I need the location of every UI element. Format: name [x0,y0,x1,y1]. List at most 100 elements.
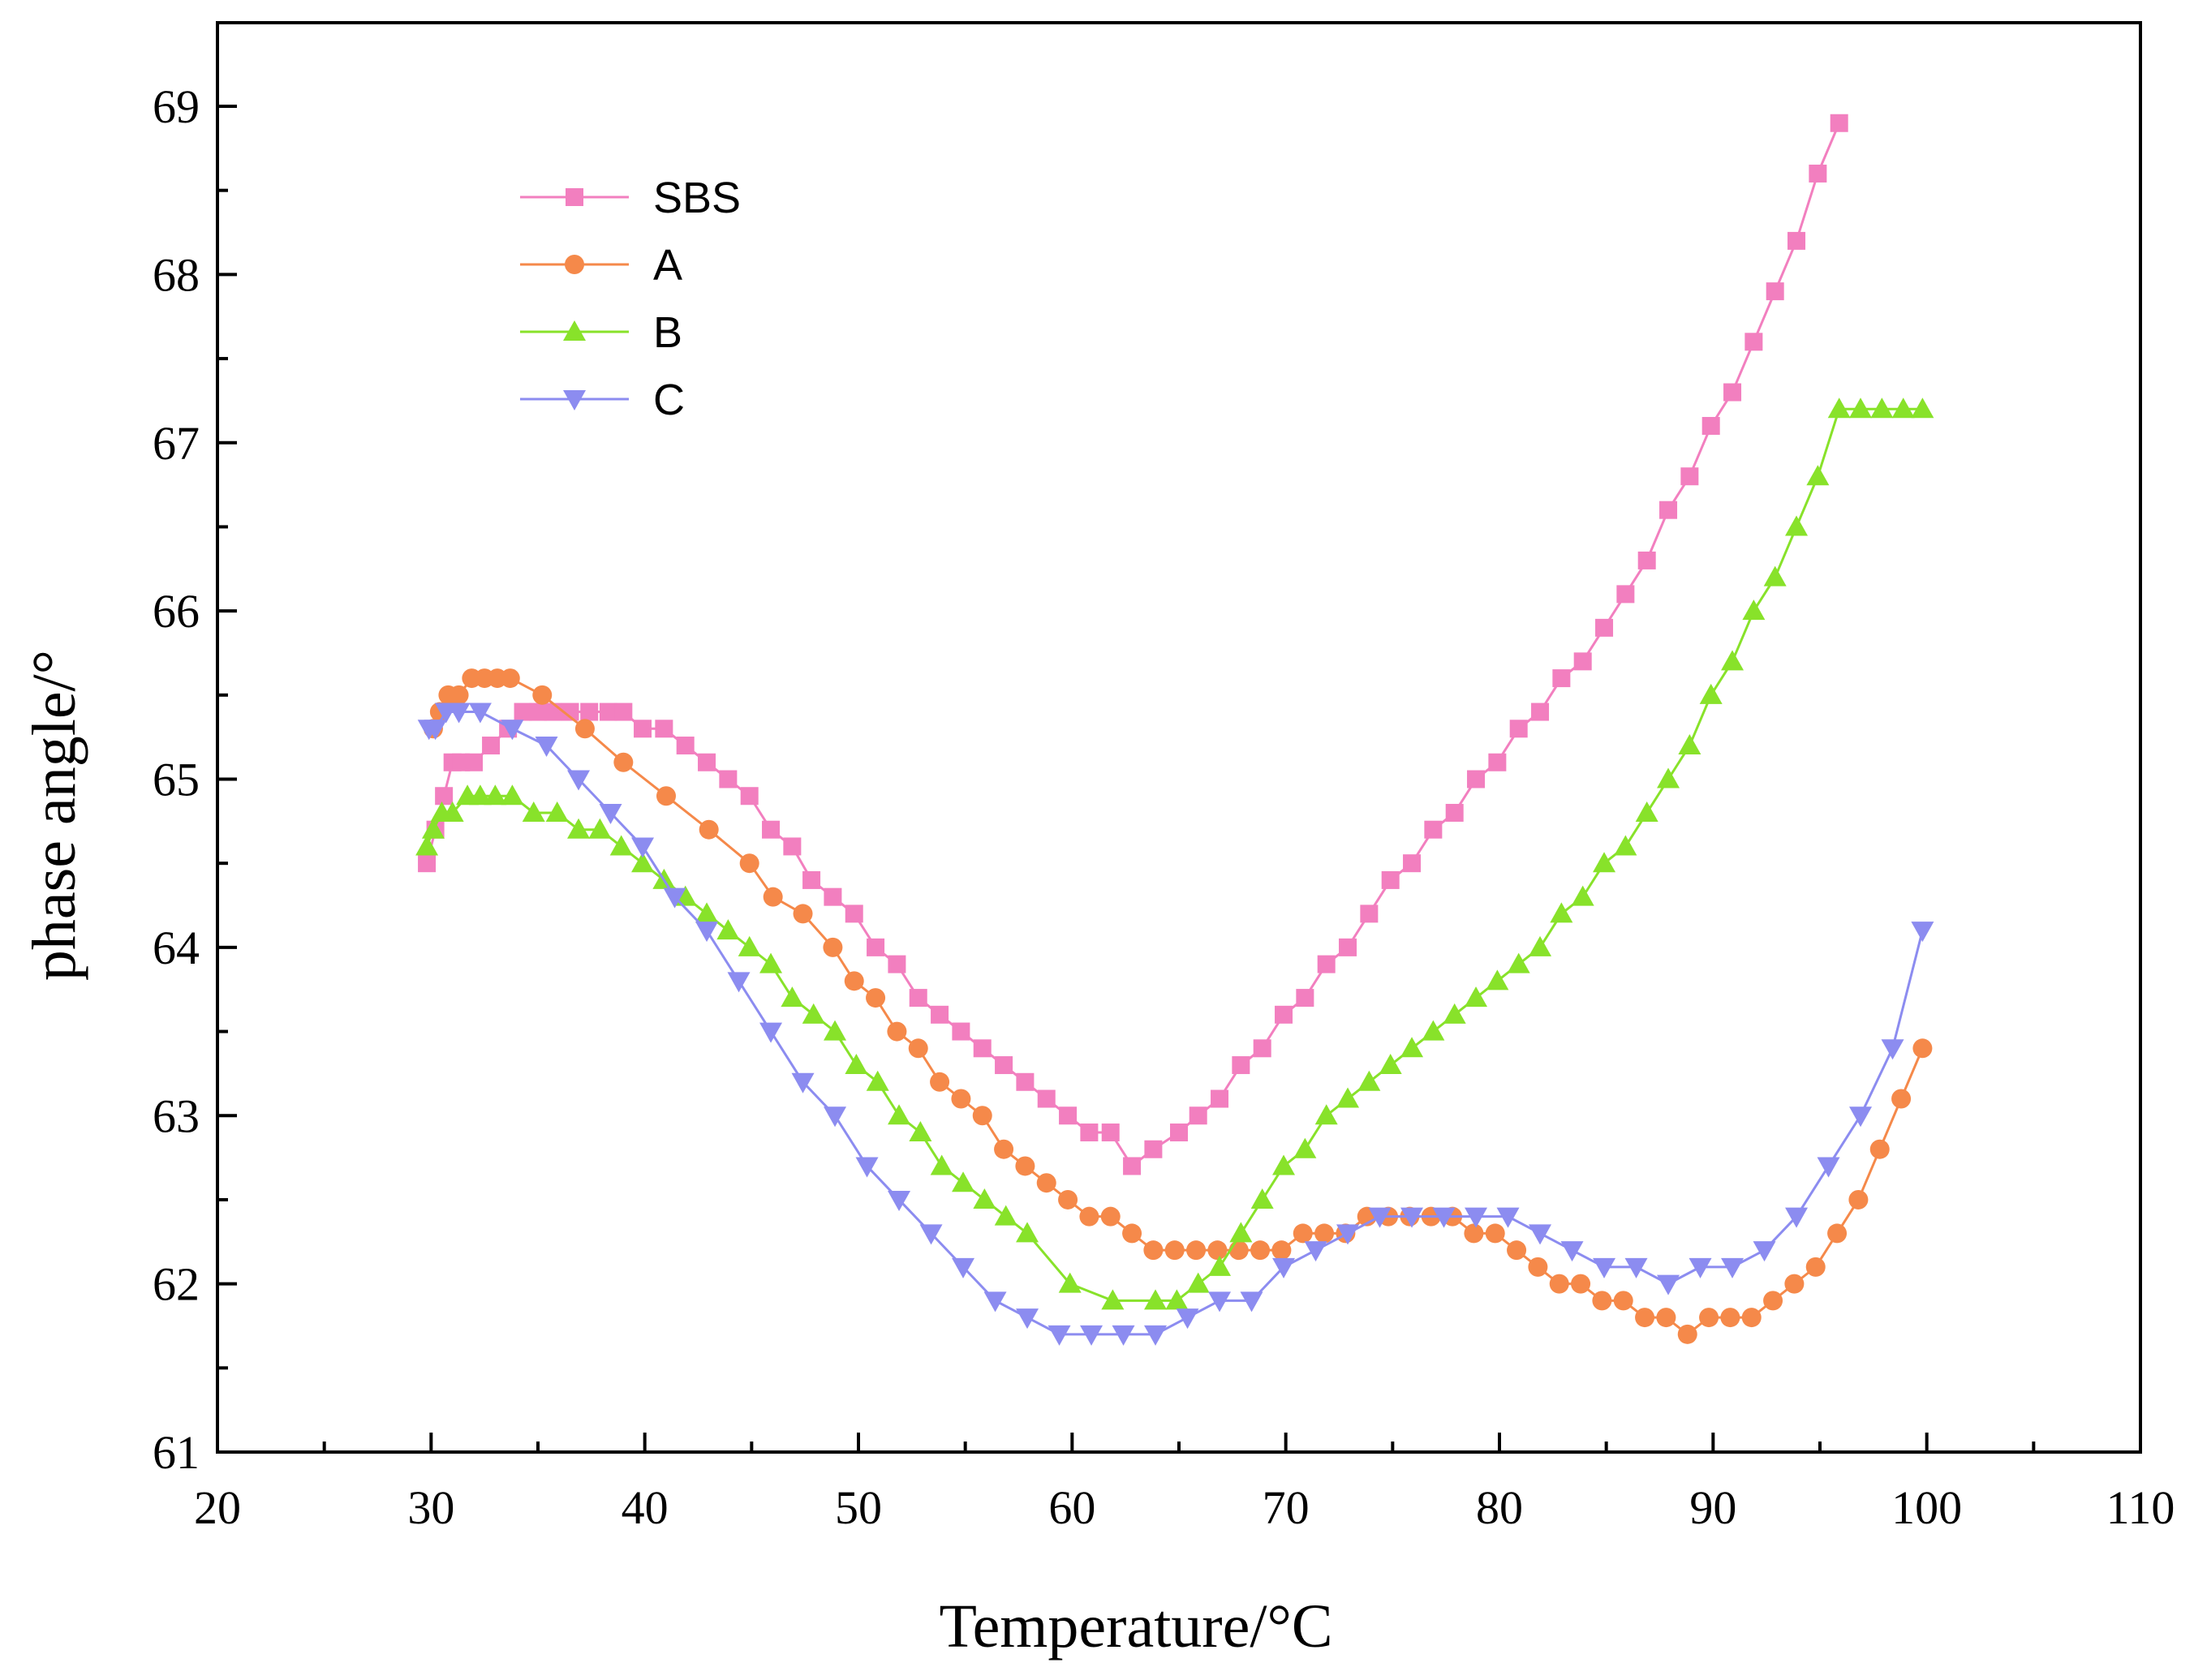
data-point-c [468,703,492,724]
legend-label-b: B [653,308,682,357]
data-point-b [1101,1289,1125,1310]
data-point-a [951,1089,971,1109]
data-point-c [983,1291,1007,1313]
data-point-b [716,919,740,940]
data-point-sbs [824,887,842,906]
data-point-c [727,972,751,993]
x-tick-label: 40 [622,1481,669,1534]
data-point-b [1058,1272,1082,1293]
data-point-c [1817,1157,1840,1178]
data-point-sbs [1766,282,1784,301]
data-point-a [1549,1274,1569,1294]
data-point-a [613,752,634,772]
legend-item-c: C [520,376,685,424]
data-point-b [994,1205,1017,1226]
data-point-a [1613,1291,1633,1311]
data-point-sbs [845,904,863,923]
data-point-b [845,1054,868,1075]
data-point-c [663,887,686,909]
data-point-b [1699,683,1723,704]
data-point-b [1785,515,1809,536]
data-point-c [1465,1207,1488,1228]
data-point-a [1827,1223,1848,1244]
data-point-sbs [1595,618,1614,637]
data-point-a [1677,1324,1697,1344]
data-point-b [545,801,569,822]
x-tick-label: 90 [1689,1481,1736,1534]
data-point-c [1336,1224,1360,1245]
y-tick-label: 65 [153,754,200,806]
data-point-sbs [435,787,454,806]
data-point-a [1186,1240,1207,1261]
data-point-sbs [1170,1123,1188,1141]
legend-item-sbs: SBS [520,174,741,222]
data-point-b [824,1020,847,1041]
data-point-b [1678,734,1701,755]
data-point-c [759,1022,783,1043]
data-point-c [1657,1274,1680,1295]
data-point-sbs [995,1056,1013,1075]
series-line-b [425,407,1923,1302]
data-point-a [1207,1240,1228,1261]
data-point-b [609,835,633,856]
data-point-a [908,1038,928,1059]
data-point-c [1368,1207,1392,1228]
data-point-c [1911,922,1934,943]
legend-label-c: C [653,376,685,424]
data-point-a [866,988,886,1008]
data-point-sbs [1424,820,1443,839]
data-point-sbs [1723,383,1742,402]
data-point-sbs [719,770,738,788]
data-point-a [1528,1257,1548,1277]
data-point-b [1016,1222,1039,1243]
data-point-sbs [1445,803,1464,822]
data-point-sbs [1296,989,1314,1008]
data-point-a [1164,1240,1185,1261]
data-point-c [791,1072,815,1094]
x-tick-label: 50 [835,1481,882,1534]
data-point-c [535,737,558,758]
data-point-c [1624,1257,1648,1278]
data-point-b [1272,1154,1296,1175]
data-point-sbs [1680,467,1699,486]
data-point-sbs [1232,1056,1250,1075]
x-tick-label: 80 [1476,1481,1523,1534]
data-point-c [1240,1291,1263,1313]
data-point-sbs [1275,1005,1293,1024]
data-point-b [1165,1289,1189,1310]
data-point-sbs [1616,585,1635,604]
series-b [415,397,1934,1310]
data-point-b [1186,1272,1210,1293]
data-point-c [1849,1106,1873,1128]
data-point-b [1911,397,1934,419]
data-point-b [1742,599,1766,621]
data-point-a [994,1139,1014,1159]
data-point-a [1656,1308,1676,1328]
data-point-sbs [1787,231,1806,250]
data-point-b [1806,465,1830,486]
data-point-b [802,1003,825,1024]
data-point-sbs [1637,551,1656,569]
data-point-sbs [1123,1157,1142,1175]
data-point-sbs [1381,870,1400,889]
data-point-sbs [1488,753,1507,771]
data-point-c [824,1106,847,1128]
data-point-a [500,668,520,689]
data-point-c [599,803,622,824]
data-point-a [844,971,864,991]
data-point-a [1912,1038,1933,1059]
legend-marker-a [565,255,584,274]
data-point-c [1721,1257,1744,1278]
data-point-sbs [580,703,599,721]
data-point-b [522,801,545,822]
data-point-c [567,770,591,791]
data-point-sbs [482,737,501,755]
data-point-c [1144,1325,1168,1346]
data-point-a [1143,1240,1164,1261]
data-point-sbs [698,753,716,771]
data-point-c [1560,1241,1584,1262]
data-point-a [1464,1223,1484,1244]
data-point-a [1293,1223,1313,1244]
data-point-a [887,1021,907,1042]
data-point-c [1112,1325,1135,1346]
